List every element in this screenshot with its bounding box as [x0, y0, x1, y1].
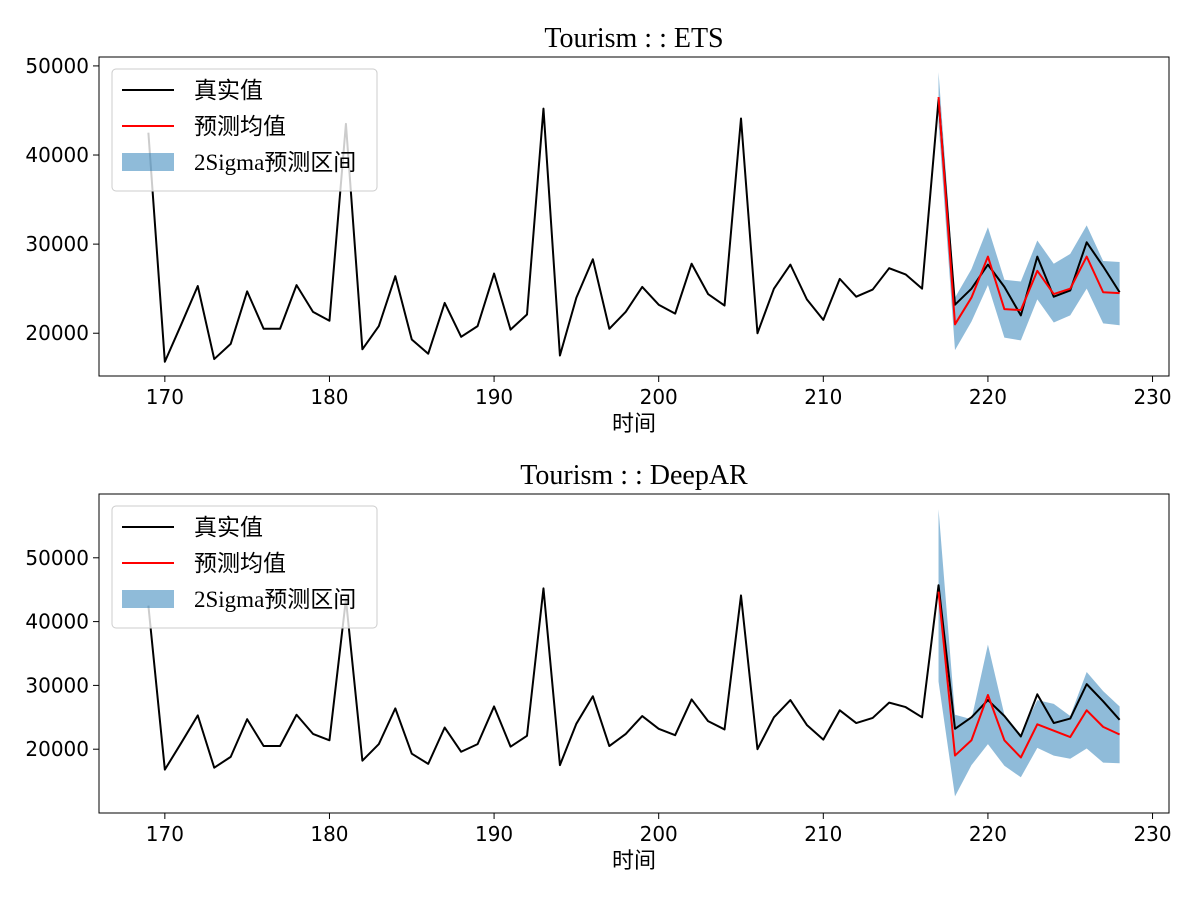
subplot-ets: Tourism : : ETS 170 180 190 200 210 220 230 20… [25, 23, 1171, 437]
legend: 真实值 预测均值 2Sigma预测区间 [111, 505, 378, 629]
y-tick-label: 30000 [25, 673, 89, 697]
x-tick-label: 190 [475, 822, 513, 846]
y-tick-label: 40000 [25, 143, 89, 167]
y-axis-ticks: 20000 30000 40000 50000 [25, 546, 99, 761]
x-tick-label: 210 [804, 822, 842, 846]
actual-line [147, 584, 1121, 771]
x-tick-label: 190 [475, 385, 513, 409]
y-tick-label: 20000 [25, 737, 89, 761]
x-tick-label: 210 [804, 385, 842, 409]
legend-band-swatch [122, 590, 174, 608]
y-axis-ticks: 20000 30000 40000 50000 [25, 54, 99, 345]
x-tick-label: 180 [310, 385, 348, 409]
actual-line [147, 98, 1121, 363]
legend-forecast-label: 预测均值 [194, 551, 286, 576]
plot-frame [98, 56, 1170, 377]
legend: 真实值 预测均值 2Sigma预测区间 [111, 68, 378, 192]
legend-band-label: 2Sigma预测区间 [194, 150, 356, 175]
x-tick-label: 200 [640, 822, 678, 846]
x-axis-label: 时间 [612, 412, 656, 437]
prediction-band-layer [938, 509, 1120, 797]
x-tick-label: 220 [969, 385, 1007, 409]
chart-title: Tourism : : ETS [544, 23, 723, 54]
forecast-series-layer [937, 97, 1120, 326]
actual-series-layer [147, 584, 1121, 771]
legend-box [111, 505, 378, 629]
x-axis-ticks: 170 180 190 200 210 220 230 [146, 813, 1172, 846]
legend-band-label: 2Sigma预测区间 [194, 587, 356, 612]
plot-frame [98, 493, 1170, 814]
x-tick-label: 180 [310, 822, 348, 846]
y-tick-label: 30000 [25, 232, 89, 256]
legend-forecast-label: 预测均值 [194, 114, 286, 139]
legend-box [111, 68, 378, 192]
chart-title: Tourism : : DeepAR [520, 460, 748, 491]
x-tick-label: 170 [146, 822, 184, 846]
legend-band-swatch [122, 153, 174, 171]
forecast-line [937, 591, 1121, 759]
subplot-deepar: Tourism : : DeepAR 170 180 190 200 210 220 230… [25, 460, 1171, 874]
x-tick-label: 220 [969, 822, 1007, 846]
x-tick-label: 170 [146, 385, 184, 409]
x-tick-label: 230 [1133, 385, 1171, 409]
forecast-line [937, 97, 1120, 326]
x-axis-ticks: 170 180 190 200 210 220 230 [146, 376, 1172, 409]
x-tick-label: 230 [1133, 822, 1171, 846]
forecast-series-layer [937, 591, 1121, 759]
prediction-interval-band [938, 509, 1120, 797]
x-tick-label: 200 [640, 385, 678, 409]
legend-actual-label: 真实值 [194, 515, 263, 540]
y-tick-label: 50000 [25, 54, 89, 78]
x-axis-label: 时间 [612, 849, 656, 874]
y-tick-label: 20000 [25, 321, 89, 345]
legend-actual-label: 真实值 [194, 78, 263, 103]
y-tick-label: 40000 [25, 610, 89, 634]
actual-series-layer [147, 98, 1121, 363]
y-tick-label: 50000 [25, 546, 89, 570]
